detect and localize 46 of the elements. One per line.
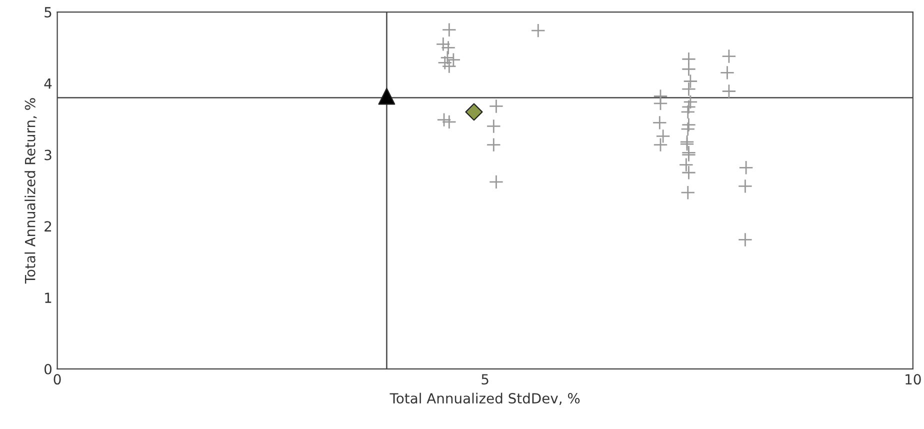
y-axis-title: Total Annualized Return, % (24, 98, 37, 284)
point (442, 22, 456, 38)
point (441, 40, 456, 55)
point (486, 138, 501, 152)
point (738, 160, 754, 175)
point (486, 118, 501, 134)
point (683, 74, 698, 89)
point (436, 36, 450, 52)
point (465, 103, 483, 121)
point (530, 23, 546, 38)
x-tick-label: 5 (482, 374, 488, 385)
point (681, 82, 696, 96)
point (378, 88, 396, 105)
point (488, 98, 504, 114)
point (442, 114, 456, 130)
point (681, 62, 696, 76)
point (738, 178, 752, 194)
y-tick-label: 4 (44, 78, 52, 89)
point (652, 115, 667, 130)
x-tick-label: 0 (54, 374, 61, 385)
point (738, 232, 752, 248)
point (681, 100, 696, 114)
point (653, 96, 668, 111)
y-tick-label: 0 (44, 364, 52, 374)
point (680, 185, 696, 200)
y-tick-label: 3 (44, 150, 52, 160)
point (488, 174, 504, 190)
point (681, 118, 696, 132)
point (438, 55, 452, 70)
x-axis-title: Total Annualized StdDev, % (390, 392, 580, 405)
y-tick-label: 2 (44, 221, 52, 232)
point (722, 84, 736, 99)
point (680, 104, 696, 120)
x-tick-label: 10 (906, 374, 921, 385)
point (722, 48, 736, 64)
point (680, 122, 696, 136)
point (678, 157, 694, 172)
point (656, 128, 670, 144)
point (436, 112, 452, 128)
y-tick-label: 5 (44, 7, 52, 18)
point (720, 65, 735, 80)
point (440, 50, 455, 65)
y-tick-label: 1 (45, 292, 52, 303)
point (683, 94, 698, 110)
point (681, 165, 696, 180)
point (653, 138, 668, 152)
